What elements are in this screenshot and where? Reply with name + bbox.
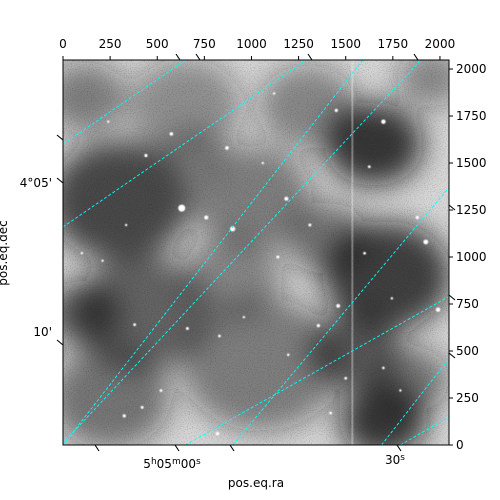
star <box>242 315 246 319</box>
star <box>382 366 385 370</box>
world-tick <box>448 204 456 211</box>
star <box>124 223 128 227</box>
star <box>423 239 429 245</box>
star <box>225 146 229 150</box>
star <box>415 215 419 220</box>
ra-tick-label: 30s <box>385 453 405 467</box>
grid-line-ra <box>63 60 422 444</box>
y-axis-label: pos.eq.dec <box>0 220 10 285</box>
dec-tick-label: 10' <box>33 325 52 339</box>
world-tick <box>56 177 64 184</box>
top-tick-label: 0 <box>59 37 67 51</box>
right-tick-label: 1750 <box>456 109 487 123</box>
world-tick <box>174 444 180 452</box>
star <box>399 389 402 392</box>
right-tick-label: 0 <box>456 438 464 452</box>
top-pixel-axis: 0 250 500 750 1000 1250 1500 1750 2000 <box>59 37 456 61</box>
top-tick-label: 750 <box>193 37 216 51</box>
star <box>272 92 276 95</box>
world-tick <box>56 134 64 141</box>
grid-line-dec <box>63 60 364 445</box>
grid-line-dec <box>232 187 449 445</box>
star <box>178 204 186 212</box>
star <box>122 414 126 418</box>
world-tick <box>448 352 456 359</box>
star <box>101 259 104 262</box>
star <box>381 119 386 124</box>
star <box>218 334 221 338</box>
top-tick-label: 1000 <box>236 37 267 51</box>
star <box>140 405 144 409</box>
world-tick <box>175 53 181 61</box>
noise-overlay <box>63 60 449 445</box>
world-tick <box>448 294 456 301</box>
world-tick <box>413 53 419 61</box>
right-tick-label: 500 <box>456 344 479 358</box>
ra-axis: 5h05m00s 30s <box>94 444 405 471</box>
star <box>344 376 348 380</box>
right-tick-label: 1250 <box>456 203 487 217</box>
world-tick <box>94 444 100 452</box>
star <box>276 255 280 259</box>
star <box>390 297 394 300</box>
star <box>230 226 236 232</box>
star <box>329 411 333 415</box>
right-tick-label: 2000 <box>456 62 487 76</box>
star <box>144 153 148 158</box>
right-tick-label: 1000 <box>456 250 487 264</box>
dec-axis: 4°05' 10' <box>20 134 64 346</box>
star <box>204 215 209 220</box>
world-tick <box>56 339 64 346</box>
star <box>80 252 84 255</box>
right-pixel-axis: 0 250 500 750 1000 1250 1500 1750 2000 <box>448 62 487 452</box>
x-axis-label: pos.eq.ra <box>228 476 284 490</box>
world-tick <box>396 444 402 452</box>
grid-line-ra <box>185 296 449 445</box>
star <box>367 165 371 169</box>
star <box>363 251 366 255</box>
star <box>316 324 320 328</box>
top-tick-label: 1750 <box>378 37 409 51</box>
grid-line-dec <box>381 358 449 445</box>
right-tick-label: 1500 <box>456 156 487 170</box>
star <box>133 323 137 327</box>
star <box>185 326 189 330</box>
grid-line-ra <box>63 60 307 228</box>
star <box>261 161 264 165</box>
top-tick-label: 1500 <box>330 37 361 51</box>
star <box>215 432 220 436</box>
top-tick-label: 250 <box>99 37 122 51</box>
stars-layer <box>80 92 441 436</box>
star <box>334 108 338 112</box>
right-tick-label: 750 <box>456 297 479 311</box>
world-tick <box>195 53 201 61</box>
ra-tick-label: 5h05m00s <box>143 457 201 471</box>
star <box>308 223 312 227</box>
coordinate-grid <box>63 60 449 445</box>
top-tick-label: 1250 <box>283 37 314 51</box>
top-tick-label: 2000 <box>425 37 456 51</box>
world-tick <box>307 53 313 61</box>
world-tick <box>229 444 235 452</box>
grid-line-ra <box>400 416 449 445</box>
top-tick-label: 500 <box>146 37 169 51</box>
right-tick-label: 250 <box>456 391 479 405</box>
dec-tick-label: 4°05' <box>20 176 52 190</box>
plot-area <box>63 60 449 445</box>
star <box>169 132 174 136</box>
star <box>336 303 341 308</box>
plot-frame <box>62 59 450 446</box>
star <box>107 120 110 123</box>
star <box>159 389 163 392</box>
star <box>284 196 289 201</box>
star <box>435 307 441 312</box>
star <box>286 353 290 357</box>
